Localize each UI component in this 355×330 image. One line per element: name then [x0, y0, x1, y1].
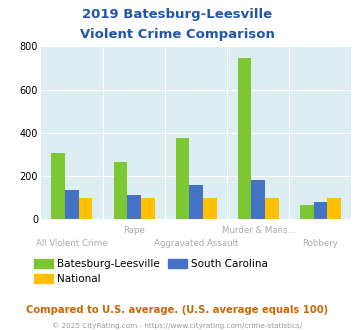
Text: Aggravated Assault: Aggravated Assault	[154, 239, 238, 248]
Bar	[238, 58, 251, 219]
Text: Murder & Mans...: Murder & Mans...	[222, 226, 295, 235]
Bar	[313, 202, 327, 219]
Text: Rape: Rape	[123, 226, 145, 235]
Bar	[127, 195, 141, 219]
Bar	[251, 181, 265, 219]
Bar	[114, 162, 127, 219]
Text: All Violent Crime: All Violent Crime	[36, 239, 108, 248]
Bar	[176, 138, 189, 219]
Bar	[327, 198, 341, 219]
Text: Violent Crime Comparison: Violent Crime Comparison	[80, 28, 275, 41]
Bar	[189, 185, 203, 219]
Bar	[65, 190, 79, 219]
Bar	[265, 198, 279, 219]
Text: 2019 Batesburg-Leesville: 2019 Batesburg-Leesville	[82, 8, 273, 21]
Text: Compared to U.S. average. (U.S. average equals 100): Compared to U.S. average. (U.S. average …	[26, 305, 329, 315]
Bar	[79, 198, 92, 219]
Text: © 2025 CityRating.com - https://www.cityrating.com/crime-statistics/: © 2025 CityRating.com - https://www.city…	[53, 323, 302, 329]
Bar	[203, 198, 217, 219]
Bar	[141, 198, 154, 219]
Bar	[51, 153, 65, 219]
Legend: Batesburg-Leesville, National, South Carolina: Batesburg-Leesville, National, South Car…	[30, 254, 272, 288]
Bar	[300, 205, 313, 219]
Text: Robbery: Robbery	[302, 239, 338, 248]
